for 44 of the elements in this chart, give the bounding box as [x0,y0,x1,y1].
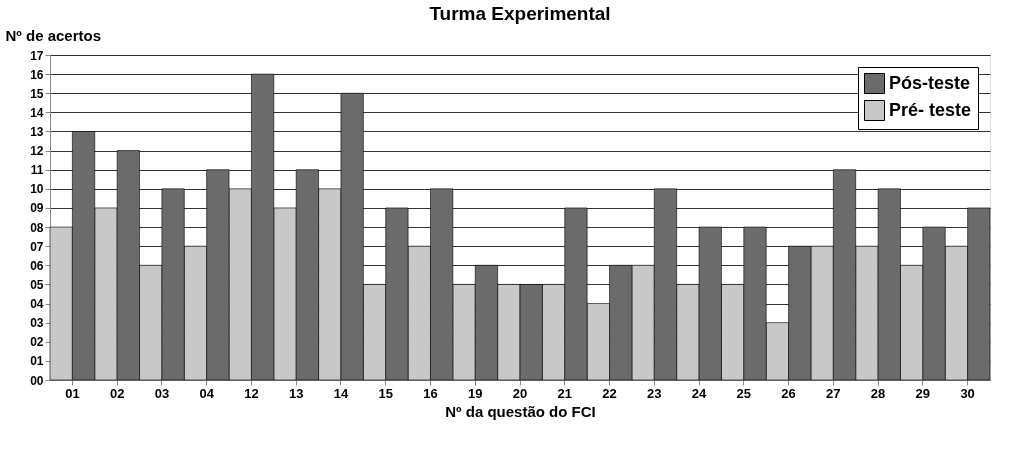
y-axis-title: Nº de acertos [5,26,102,44]
y-tick-label: 02 [30,335,44,350]
legend-label: Pré- teste [889,99,972,120]
y-tick-label: 07 [30,239,44,254]
y-tick-label: 01 [30,354,44,369]
y-tick-label: 15 [30,86,44,101]
y-tick-label: 13 [30,124,44,139]
x-tick-label: 30 [960,385,975,401]
y-tick-label: 06 [30,258,44,273]
x-tick-label: 27 [826,385,841,401]
y-tick-label: 10 [30,182,44,197]
x-axis-title: Nº da questão do FCI [445,402,596,420]
x-tick-label: 12 [244,385,259,401]
x-tick-label: 16 [423,385,438,401]
x-tick-label: 26 [781,385,796,401]
x-tick-label: 14 [333,385,349,401]
y-tick-label: 16 [30,67,44,82]
chart-title: Turma Experimental [429,3,611,24]
y-tick-label: 00 [30,373,44,388]
x-tick-label: 13 [288,385,304,401]
x-tick-label: 01 [65,385,80,401]
y-tick-label: 11 [30,163,44,178]
x-tick-label: 15 [378,385,393,401]
x-tick-label: 22 [602,385,617,401]
y-tick-label: 14 [30,105,44,120]
x-tick-label: 24 [691,385,708,401]
x-tick-label: 21 [557,385,572,401]
x-tick-label: 23 [647,385,662,401]
y-tick-label: 04 [30,297,44,312]
y-tick-label: 03 [30,316,44,331]
y-tick-label: 05 [30,277,44,292]
legend-label: Pós-teste [889,72,971,93]
x-tick-label: 29 [915,385,931,401]
x-tick-label: 03 [154,385,170,401]
x-tick-label: 25 [736,385,752,401]
y-tick-label: 12 [30,144,44,159]
x-tick-label: 04 [199,385,215,401]
x-tick-label: 28 [870,385,886,401]
y-tick-label: 08 [30,220,44,235]
x-tick-label: 19 [468,385,483,401]
y-tick-label: 09 [30,201,44,216]
x-tick-label: 02 [109,385,125,401]
y-tick-label: 17 [30,48,44,63]
x-tick-label: 20 [512,385,528,401]
